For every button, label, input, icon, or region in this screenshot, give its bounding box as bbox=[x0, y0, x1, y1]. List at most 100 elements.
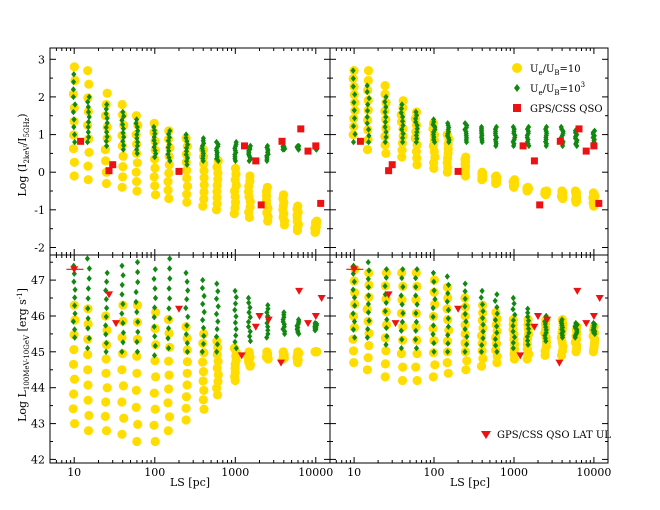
green-point bbox=[166, 345, 172, 352]
green-point bbox=[414, 125, 420, 132]
y-tick-label: -1 bbox=[34, 204, 45, 217]
yellow-point bbox=[198, 357, 208, 367]
green-point bbox=[382, 308, 388, 315]
green-point bbox=[85, 118, 92, 126]
green-point bbox=[104, 115, 110, 122]
green-point bbox=[350, 138, 357, 146]
yellow-point bbox=[412, 349, 422, 359]
green-point bbox=[558, 134, 564, 141]
yellow-point bbox=[570, 186, 581, 196]
yellow-point bbox=[117, 429, 127, 439]
green-point bbox=[364, 120, 370, 127]
green-point bbox=[413, 345, 420, 352]
green-point bbox=[352, 302, 358, 309]
green-point bbox=[71, 116, 77, 123]
yellow-point bbox=[164, 168, 174, 178]
green-point bbox=[232, 319, 238, 326]
green-point bbox=[383, 113, 389, 121]
green-point bbox=[383, 324, 389, 332]
green-point bbox=[525, 128, 531, 135]
lat-ul-triangle bbox=[543, 316, 552, 324]
yellow-point bbox=[397, 145, 407, 155]
gps-css-qso-point bbox=[575, 125, 583, 133]
green-point bbox=[492, 136, 498, 143]
yellow-point bbox=[132, 436, 142, 447]
yellow-point bbox=[199, 404, 209, 414]
green-point bbox=[85, 295, 91, 302]
green-point bbox=[413, 283, 419, 291]
green-point bbox=[232, 338, 238, 346]
yellow-point bbox=[68, 404, 78, 414]
yellow-point bbox=[150, 356, 160, 366]
yellow-point bbox=[149, 420, 159, 430]
gps-css-qso-point bbox=[356, 137, 364, 145]
yellow-point bbox=[132, 177, 142, 187]
green-point bbox=[510, 138, 516, 145]
green-point bbox=[462, 348, 468, 355]
lat-ul-triangle bbox=[277, 359, 285, 367]
yellow-point bbox=[198, 376, 208, 386]
green-point bbox=[525, 321, 531, 328]
green-point bbox=[103, 348, 109, 355]
green-point bbox=[364, 113, 370, 121]
green-point bbox=[399, 318, 405, 326]
green-point bbox=[590, 134, 596, 141]
green-point bbox=[72, 286, 78, 293]
yellow-point bbox=[212, 390, 223, 400]
green-point bbox=[265, 330, 271, 338]
green-point bbox=[72, 302, 78, 309]
green-point bbox=[265, 323, 271, 330]
green-point bbox=[445, 290, 451, 297]
lat-ul-triangle bbox=[582, 320, 591, 328]
green-point bbox=[350, 270, 356, 277]
lat-ul-triangle bbox=[454, 305, 463, 313]
gps-css-qso-point bbox=[109, 161, 117, 169]
green-point bbox=[152, 266, 158, 273]
green-point bbox=[479, 301, 486, 308]
gps-css-qso-point bbox=[595, 199, 603, 207]
green-point bbox=[200, 324, 207, 332]
green-point bbox=[152, 294, 159, 302]
yellow-point bbox=[68, 359, 79, 369]
gps-css-qso-point bbox=[454, 167, 462, 175]
green-point bbox=[430, 269, 436, 277]
yellow-point bbox=[100, 411, 110, 421]
green-point bbox=[151, 275, 157, 283]
green-point bbox=[280, 316, 286, 323]
green-point bbox=[462, 295, 468, 302]
lat-ul-triangle bbox=[237, 352, 246, 360]
gps-css-qso-point bbox=[388, 161, 396, 169]
green-point bbox=[72, 101, 78, 108]
green-point bbox=[85, 108, 92, 116]
green-point bbox=[103, 124, 109, 131]
green-point bbox=[573, 133, 579, 140]
yellow-point bbox=[262, 347, 272, 357]
green-point bbox=[104, 101, 110, 108]
green-point bbox=[525, 309, 531, 316]
green-point bbox=[366, 267, 372, 274]
green-point bbox=[151, 123, 157, 131]
gps-css-qso-point bbox=[77, 137, 85, 145]
yellow-point bbox=[381, 346, 391, 356]
yellow-point bbox=[101, 397, 111, 407]
green-point bbox=[245, 294, 252, 302]
yellow-point bbox=[83, 161, 93, 171]
lat-ul-triangle bbox=[589, 313, 598, 320]
green-point bbox=[463, 318, 469, 325]
yellow-point bbox=[164, 384, 174, 394]
green-point bbox=[462, 280, 468, 287]
yellow-point bbox=[363, 66, 374, 76]
green-point bbox=[398, 327, 404, 334]
yellow-point bbox=[150, 181, 160, 191]
legend-green-marker bbox=[514, 84, 520, 92]
green-point bbox=[543, 123, 550, 131]
green-point bbox=[134, 308, 140, 316]
green-point bbox=[167, 275, 173, 282]
green-point bbox=[165, 335, 171, 342]
green-point bbox=[365, 101, 371, 108]
lat-ul-triangle bbox=[555, 359, 564, 367]
green-point bbox=[213, 138, 220, 146]
yellow-point bbox=[68, 144, 79, 154]
gps-css-qso-point bbox=[519, 142, 527, 150]
green-point bbox=[72, 310, 78, 317]
